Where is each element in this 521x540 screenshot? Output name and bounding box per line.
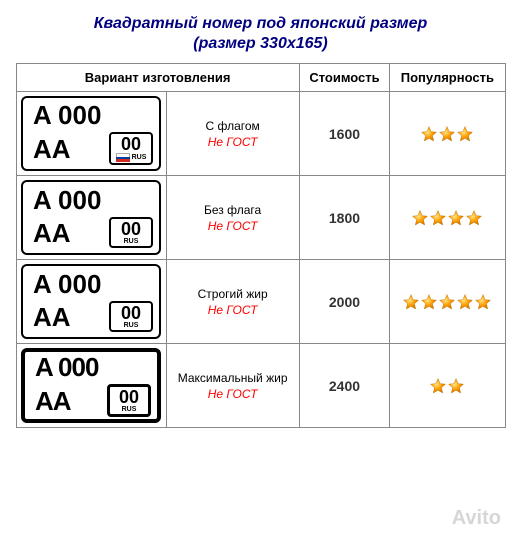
plate-country: RUS — [124, 322, 139, 329]
license-plate: A 000 AA 00 RUS — [21, 348, 161, 423]
plate-country: RUS — [124, 238, 139, 245]
watermark: Avito — [452, 507, 501, 530]
popularity-cell — [390, 176, 505, 260]
plate-cell: A 000 AA 00 RUS — [16, 260, 166, 344]
column-popularity: Популярность — [390, 64, 505, 92]
plate-top-text: A 000 — [31, 354, 151, 380]
table-row: A 000 AA 00 RUS С флагом Не ГОСТ 1600 — [16, 92, 505, 176]
variant-cell: Максимальный жир Не ГОСТ — [166, 344, 299, 428]
plate-region-box: 00 RUS — [109, 217, 153, 248]
popularity-cell — [390, 344, 505, 428]
popularity-cell — [390, 260, 505, 344]
popularity-cell — [390, 92, 505, 176]
variant-name: Максимальный жир — [173, 371, 293, 385]
plate-region-box: 00 RUS — [109, 301, 153, 332]
table-row: A 000 AA 00 RUS Строгий жир Не ГОСТ 2000 — [16, 260, 505, 344]
variant-name: Без флага — [173, 203, 293, 217]
plate-region-box: 00 RUS — [107, 384, 151, 417]
price-cell: 1600 — [299, 92, 389, 176]
plate-bottom-text: AA — [29, 136, 71, 162]
plate-top-text: A 000 — [29, 271, 153, 297]
variant-name: Строгий жир — [173, 287, 293, 301]
variant-note: Не ГОСТ — [173, 303, 293, 317]
plate-country: RUS — [122, 406, 137, 413]
variant-cell: Строгий жир Не ГОСТ — [166, 260, 299, 344]
plate-bottom-text: AA — [31, 388, 71, 414]
plate-country: RUS — [132, 154, 147, 161]
price-cell: 1800 — [299, 176, 389, 260]
license-plate: A 000 AA 00 RUS — [21, 264, 161, 339]
variant-note: Не ГОСТ — [173, 135, 293, 149]
plate-cell: A 000 AA 00 RUS — [16, 176, 166, 260]
plate-region-code: 00 — [121, 135, 141, 153]
table-row: A 000 AA 00 RUS Без флага Не ГОСТ 1800 — [16, 176, 505, 260]
plate-region-box: 00 RUS — [109, 132, 153, 165]
page-title: Квадратный номер под японский размер — [0, 0, 521, 35]
plate-region-code: 00 — [119, 388, 139, 406]
page-subtitle: (размер 330х165) — [0, 35, 521, 63]
price-value: 1800 — [329, 210, 360, 226]
plate-region-code: 00 — [121, 304, 141, 322]
price-table: Вариант изготовления Стоимость Популярно… — [16, 63, 506, 428]
variant-name: С флагом — [173, 119, 293, 133]
variant-cell: Без флага Не ГОСТ — [166, 176, 299, 260]
price-value: 2000 — [329, 294, 360, 310]
price-value: 1600 — [329, 126, 360, 142]
plate-region-code: 00 — [121, 220, 141, 238]
flag-icon — [116, 153, 130, 162]
plate-top-text: A 000 — [29, 102, 153, 128]
plate-cell: A 000 AA 00 RUS — [16, 344, 166, 428]
plate-bottom-text: AA — [29, 220, 71, 246]
column-price: Стоимость — [299, 64, 389, 92]
price-value: 2400 — [329, 378, 360, 394]
price-cell: 2400 — [299, 344, 389, 428]
variant-note: Не ГОСТ — [173, 219, 293, 233]
table-row: A 000 AA 00 RUS Максимальный жир Не ГОСТ… — [16, 344, 505, 428]
plate-top-text: A 000 — [29, 187, 153, 213]
license-plate: A 000 AA 00 RUS — [21, 180, 161, 255]
plate-bottom-text: AA — [29, 304, 71, 330]
license-plate: A 000 AA 00 RUS — [21, 96, 161, 171]
variant-cell: С флагом Не ГОСТ — [166, 92, 299, 176]
price-cell: 2000 — [299, 260, 389, 344]
variant-note: Не ГОСТ — [173, 387, 293, 401]
column-variant: Вариант изготовления — [16, 64, 299, 92]
plate-cell: A 000 AA 00 RUS — [16, 92, 166, 176]
